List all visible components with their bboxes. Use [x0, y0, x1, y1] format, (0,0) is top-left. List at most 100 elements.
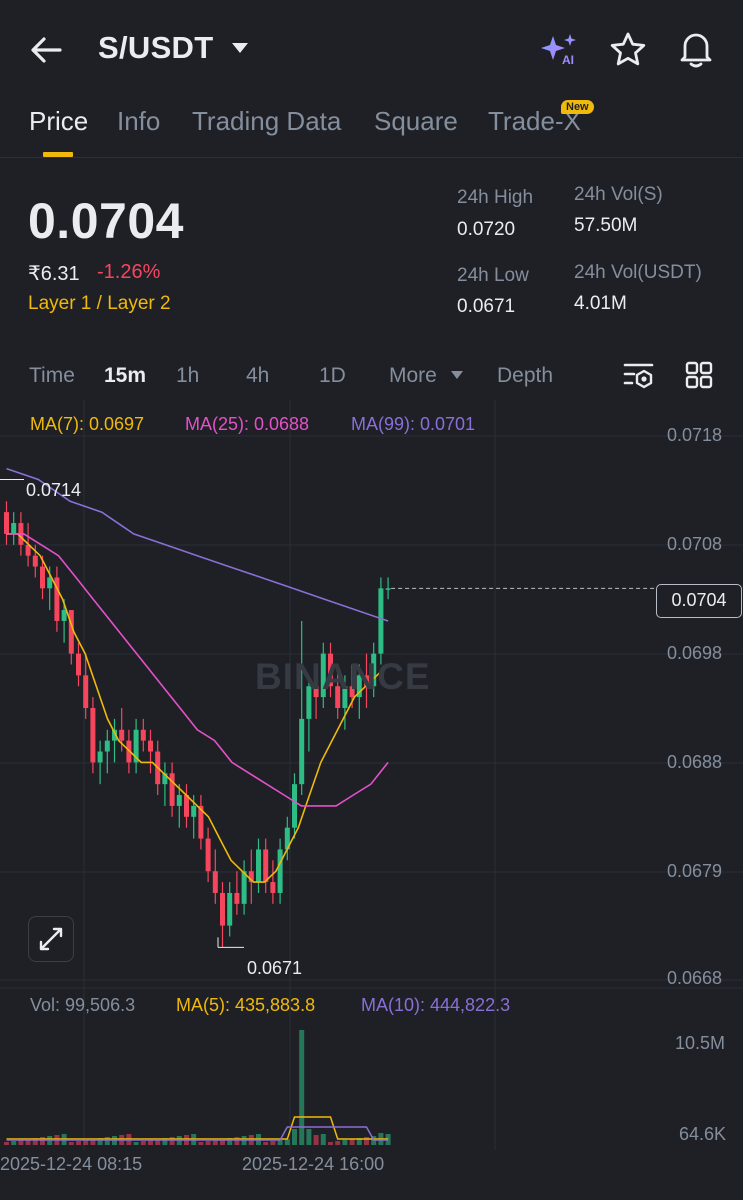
candle-body	[371, 653, 377, 687]
candle-body	[198, 805, 204, 839]
ma7-legend: MA(7): 0.0697	[30, 414, 145, 434]
vol-axis-bottom: 64.6K	[679, 1124, 727, 1144]
ai-sparkle-icon[interactable]: AI	[540, 30, 580, 70]
candle-body	[32, 555, 38, 567]
candle-body	[104, 740, 110, 752]
candle-body	[140, 729, 146, 741]
candle-body	[378, 588, 384, 654]
expand-icon	[39, 927, 63, 951]
candle-body	[263, 849, 269, 883]
volume-bar	[140, 1141, 146, 1145]
candle-body	[148, 740, 153, 752]
vol-s-value: 57.50M	[574, 215, 638, 236]
tab-price[interactable]: Price	[29, 106, 89, 136]
bell-icon[interactable]	[676, 29, 716, 69]
tab-square[interactable]: Square	[374, 106, 458, 136]
candle-body	[277, 849, 283, 893]
volume-bar	[162, 1138, 168, 1145]
volume-bar	[284, 1139, 290, 1145]
candle-body	[241, 871, 247, 904]
category-tag[interactable]: Layer 1 / Layer 2	[28, 293, 171, 314]
volume-bar	[4, 1142, 9, 1145]
grid-layout-icon[interactable]	[685, 361, 713, 389]
low-label: 24h Low	[457, 265, 529, 286]
candle-body	[184, 795, 189, 817]
volume-bar	[320, 1134, 326, 1145]
price-tick: 0.0698	[667, 643, 723, 663]
candle-body	[191, 805, 197, 817]
tf-1d[interactable]: 1D	[319, 364, 346, 387]
volume-bar	[205, 1141, 211, 1145]
volume-bar	[212, 1140, 218, 1145]
high-value: 0.0720	[457, 219, 516, 240]
candle-body	[83, 675, 89, 708]
last-price: 0.0704	[28, 193, 184, 249]
tf-4h[interactable]: 4h	[246, 364, 270, 387]
candle-body	[112, 729, 117, 741]
candle-body	[47, 577, 53, 589]
tab-trading-data[interactable]: Trading Data	[192, 106, 342, 136]
vol-ma10-legend: MA(10): 444,822.3	[361, 995, 511, 1015]
vol-ma10-line	[6, 1126, 389, 1141]
vol-ma5-line	[6, 1116, 389, 1140]
fullscreen-button[interactable]	[28, 916, 74, 962]
dropdown-caret-icon[interactable]	[231, 42, 249, 54]
low-marker-label: 0.0671	[247, 958, 303, 978]
back-arrow-icon[interactable]	[26, 30, 66, 70]
volume-bar	[25, 1139, 31, 1145]
volume-bar	[32, 1138, 38, 1145]
volume-bar	[104, 1137, 110, 1145]
candle-body	[133, 729, 139, 763]
star-icon[interactable]	[608, 30, 648, 70]
tf-time[interactable]: Time	[29, 364, 75, 387]
candle-body	[335, 686, 341, 708]
volume-legend: Vol: 99,506.3	[30, 995, 136, 1015]
volume-bar	[364, 1137, 369, 1145]
more-caret-icon[interactable]	[450, 370, 464, 380]
price-tick: 0.0718	[667, 425, 723, 445]
candle-body	[97, 751, 103, 763]
candle-body	[227, 892, 233, 926]
candle-body	[68, 610, 74, 654]
vol-usdt-label: 24h Vol(USDT)	[574, 262, 702, 283]
volume-bar	[11, 1141, 17, 1145]
ma7-line	[6, 533, 389, 883]
pair-title[interactable]: S/USDT	[98, 30, 214, 65]
tf-depth[interactable]: Depth	[497, 364, 554, 387]
candle-body	[299, 718, 305, 785]
vol-axis-top: 10.5M	[675, 1033, 726, 1053]
volume-bar	[83, 1140, 89, 1145]
high-marker-label: 0.0714	[26, 480, 82, 500]
candle-body	[169, 773, 175, 806]
active-tab-indicator	[43, 152, 73, 157]
volume-bar	[68, 1142, 74, 1145]
ma25-line	[6, 533, 389, 807]
tf-1h[interactable]: 1h	[176, 364, 200, 387]
binance-watermark: BINANCE	[255, 656, 431, 697]
volume-bar	[76, 1141, 81, 1145]
volume-bar	[263, 1142, 269, 1145]
candle-body	[270, 882, 276, 893]
volume-bar	[198, 1142, 204, 1145]
candle-body	[11, 523, 17, 534]
tab-info[interactable]: Info	[117, 106, 161, 136]
vol-usdt-value: 4.01M	[574, 293, 627, 314]
volume-bar	[306, 1129, 312, 1145]
candle-body	[205, 838, 211, 872]
candle-body	[162, 773, 168, 785]
candle-body	[364, 675, 369, 687]
price-tick: 0.0679	[667, 861, 723, 881]
price-tick: 0.0688	[667, 752, 723, 772]
candle-body	[25, 544, 31, 556]
kline-chart[interactable]	[0, 400, 743, 1200]
candle-body	[61, 610, 67, 621]
tf-more[interactable]: More	[389, 364, 437, 387]
candle-body	[342, 686, 348, 708]
tf-15m[interactable]: 15m	[104, 364, 147, 387]
chart-settings-icon[interactable]	[622, 360, 656, 392]
candle-body	[256, 849, 261, 883]
candle-body	[119, 729, 125, 741]
volume-bar	[90, 1139, 96, 1145]
volume-bar	[169, 1137, 175, 1145]
candle-body	[313, 686, 319, 698]
